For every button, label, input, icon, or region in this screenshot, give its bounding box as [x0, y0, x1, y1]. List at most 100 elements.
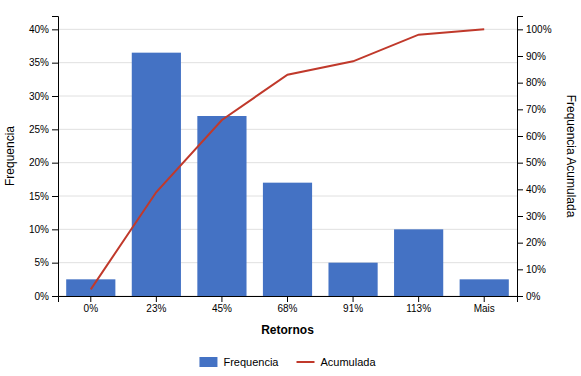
- grid-line: [58, 29, 517, 30]
- tick-mark: [517, 56, 523, 57]
- tick-label: 68%: [277, 303, 297, 314]
- tick-mark: [287, 296, 288, 302]
- tick: 0%: [35, 291, 58, 302]
- tick-mark: [52, 263, 58, 264]
- tick: 91%: [343, 296, 363, 314]
- tick: 30%: [29, 91, 58, 102]
- tick: 40%: [517, 184, 546, 195]
- tick-label: 50%: [526, 157, 546, 168]
- tick-mark: [52, 163, 58, 164]
- tick: 113%: [406, 296, 431, 314]
- bar: [263, 183, 312, 296]
- tick-label: 70%: [526, 104, 546, 115]
- grid-line: [58, 96, 517, 97]
- tick-label: 80%: [526, 77, 546, 88]
- tick: 100%: [517, 24, 552, 35]
- tick-label: 0%: [526, 291, 541, 302]
- tick: 15%: [29, 191, 58, 202]
- tick-label: 25%: [29, 124, 49, 135]
- legend-label: Frequencia: [223, 356, 279, 368]
- tick: 25%: [29, 124, 58, 135]
- tick-label: 91%: [343, 303, 363, 314]
- tick-label: 90%: [526, 51, 546, 62]
- tick-mark: [517, 109, 523, 110]
- tick: 45%: [212, 296, 232, 314]
- tick-label: Mais: [474, 303, 495, 314]
- tick-mark: [52, 129, 58, 130]
- tick: 60%: [517, 131, 546, 142]
- tick: 50%: [517, 157, 546, 168]
- tick: 0%: [84, 296, 99, 314]
- tick-label: 5%: [35, 257, 50, 268]
- tick-label: 40%: [526, 184, 546, 195]
- tick: 68%: [277, 296, 297, 314]
- tick-label: 40%: [29, 24, 49, 35]
- legend-item: Acumulada: [297, 356, 377, 368]
- grid-line: [58, 162, 517, 163]
- tick: 23%: [146, 296, 166, 314]
- legend-swatch: [297, 361, 315, 363]
- x-axis: 0% 23% 45% 68% 91% 113% Mais: [59, 296, 518, 314]
- tick-mark: [52, 29, 58, 30]
- marks: [66, 29, 509, 296]
- y2-axis-title: Frequencia Acumulada: [564, 95, 578, 218]
- tick: 40%: [29, 24, 58, 35]
- plot: 0% 23% 45% 68% 91% 113% Mais 0% 5% 10% 15% 20% 25% 30…: [29, 17, 552, 315]
- tick-mark: [484, 296, 485, 302]
- tick-label: 10%: [29, 224, 49, 235]
- tick-label: 100%: [526, 24, 552, 35]
- tick-label: 20%: [526, 237, 546, 248]
- bar: [197, 116, 246, 296]
- tick: 0%: [517, 291, 541, 302]
- legend-label: Acumulada: [321, 356, 377, 368]
- tick-label: 60%: [526, 131, 546, 142]
- tick: 10%: [517, 264, 546, 275]
- bar: [328, 263, 377, 296]
- tick-mark: [517, 269, 523, 270]
- x-axis-title: Retornos: [261, 323, 314, 337]
- chart: 0% 23% 45% 68% 91% 113% Mais 0% 5% 10% 15% 20% 25% 30…: [0, 0, 581, 376]
- tick-mark: [517, 163, 523, 164]
- grid: [58, 29, 517, 296]
- tick-label: 0%: [84, 303, 99, 314]
- tick-mark: [517, 296, 523, 297]
- tick-label: 15%: [29, 191, 49, 202]
- tick-label: 10%: [526, 264, 546, 275]
- y-axis-title: Frequencia: [3, 126, 17, 186]
- tick-label: 30%: [29, 91, 49, 102]
- grid-line: [58, 62, 517, 63]
- y-axis-line: [52, 17, 59, 297]
- tick-mark: [517, 189, 523, 190]
- legend-swatch: [199, 357, 217, 367]
- tick-mark: [517, 136, 523, 137]
- tick-label: 0%: [35, 291, 50, 302]
- tick-mark: [517, 216, 523, 217]
- tick-mark: [52, 63, 58, 64]
- tick: 70%: [517, 104, 546, 115]
- tick-label: 30%: [526, 211, 546, 222]
- tick-label: 113%: [406, 303, 431, 314]
- tick: 20%: [29, 157, 58, 168]
- tick-mark: [517, 29, 523, 30]
- tick-mark: [52, 96, 58, 97]
- line: [91, 29, 484, 289]
- tick: 80%: [517, 77, 546, 88]
- grid-line: [58, 129, 517, 130]
- tick-mark: [90, 296, 91, 302]
- tick-label: 45%: [212, 303, 232, 314]
- tick-mark: [517, 243, 523, 244]
- tick-mark: [418, 296, 419, 302]
- y-axis: 0% 5% 10% 15% 20% 25% 30% 35% 40%: [29, 17, 59, 302]
- tick-label: 20%: [29, 157, 49, 168]
- tick: 5%: [35, 257, 58, 268]
- tick-mark: [52, 296, 58, 297]
- legend: Frequencia Acumulada: [199, 356, 376, 368]
- bar: [460, 279, 509, 296]
- x-axis-line: [59, 297, 518, 303]
- tick: 35%: [29, 57, 58, 68]
- tick: 20%: [517, 237, 546, 248]
- tick: 90%: [517, 51, 546, 62]
- tick-label: 23%: [146, 303, 166, 314]
- tick: Mais: [474, 296, 495, 314]
- y2-axis: 0% 10% 20% 30% 40% 50% 60% 70% 80% 90% 100%: [517, 17, 552, 302]
